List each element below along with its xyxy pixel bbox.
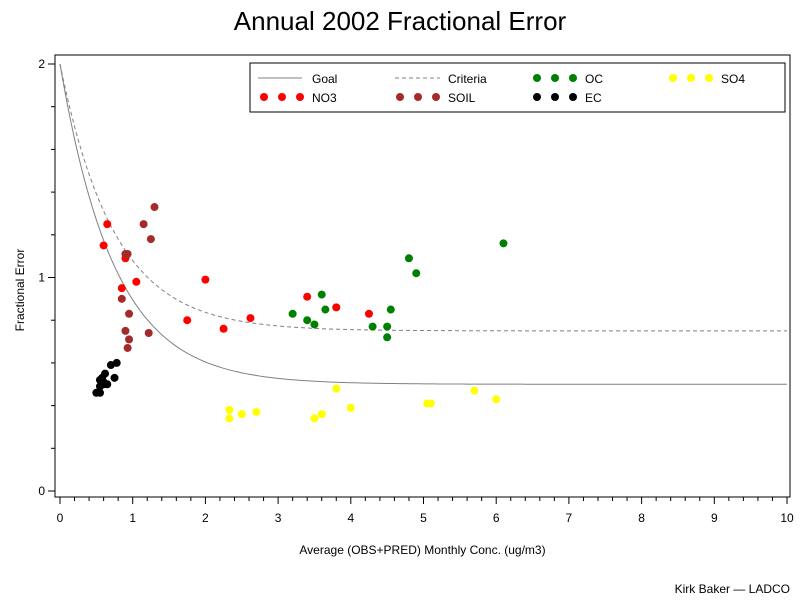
point-no3 [246,314,255,323]
point-no3 [103,220,112,229]
x-tick-label: 10 [780,511,794,525]
point-no3 [132,277,141,286]
legend-swatch-ec [533,93,541,101]
legend-swatch-oc [569,74,577,82]
legend-swatch-oc [533,74,541,82]
legend-swatch-soil [414,93,422,101]
legend-swatch-ec [569,93,577,101]
legend-swatch-so4 [705,74,713,82]
point-oc [288,309,297,318]
point-oc [303,316,312,325]
point-no3 [364,309,373,318]
legend-criteria-label: Criteria [448,72,487,86]
point-no3 [332,303,341,312]
point-soil [123,343,132,352]
point-so4 [332,384,341,393]
point-oc [383,322,392,331]
point-so4 [225,414,234,423]
reference-lines [59,63,787,385]
point-no3 [117,284,126,293]
point-soil [150,203,159,212]
goal-line [59,63,787,385]
point-ec [95,375,104,384]
axis-ticks: 0 1 2 3 4 5 6 7 8 9 10 0 1 2 [38,57,794,525]
point-so4 [225,405,234,414]
point-so4 [346,403,355,412]
legend-goal-label: Goal [312,72,337,86]
point-ec [112,358,121,367]
x-tick-label: 0 [57,511,64,525]
point-ec [95,388,104,397]
point-so4 [470,386,479,395]
legend-label-soil: SOIL [448,91,476,105]
x-tick-label: 4 [347,511,354,525]
legend-swatch-oc [551,74,559,82]
y-tick-label: 1 [38,271,45,285]
legend: Goal Criteria NO3 SOIL OC EC SO4 [249,62,786,113]
point-oc [412,269,421,278]
x-tick-label: 2 [202,511,209,525]
x-tick-label: 1 [129,511,136,525]
point-soil [146,235,155,244]
point-so4 [426,399,435,408]
legend-swatch-so4 [669,74,677,82]
point-soil [125,335,134,344]
y-tick-label: 0 [38,484,45,498]
point-no3 [201,275,210,284]
legend-label-ec: EC [585,91,602,105]
point-no3 [183,316,192,325]
point-oc [310,320,319,329]
legend-swatch-soil [432,93,440,101]
x-axis-label: Average (OBS+PRED) Monthly Conc. (ug/m3) [299,543,546,557]
legend-swatch-no3 [278,93,286,101]
x-tick-label: 3 [275,511,282,525]
point-oc [386,305,395,314]
point-ec [110,373,119,382]
legend-swatch-no3 [296,93,304,101]
legend-swatch-soil [396,93,404,101]
point-oc [321,305,330,314]
point-soil [121,326,130,335]
point-oc [317,290,326,299]
point-soil [117,294,126,303]
point-oc [383,333,392,342]
point-no3 [303,292,312,301]
point-soil [139,220,148,229]
x-tick-label: 6 [493,511,500,525]
point-soil [123,250,132,259]
point-no3 [219,324,228,333]
point-so4 [237,410,246,419]
legend-label-no3: NO3 [312,91,337,105]
legend-swatch-no3 [260,93,268,101]
criteria-line [59,63,787,332]
x-tick-label: 8 [638,511,645,525]
x-tick-label: 9 [711,511,718,525]
point-oc [368,322,377,331]
legend-swatch-ec [551,93,559,101]
point-soil [125,309,134,318]
point-no3 [99,241,108,250]
data-points [92,203,508,423]
point-ec [101,369,110,378]
legend-label-oc: OC [585,72,603,86]
x-tick-label: 7 [566,511,573,525]
point-so4 [310,414,319,423]
point-oc [499,239,508,248]
plot-frame [54,54,791,498]
plot-border [54,54,791,498]
point-so4 [492,395,501,404]
legend-label-so4: SO4 [721,72,745,86]
point-so4 [252,408,261,417]
point-so4 [317,410,326,419]
point-oc [404,254,413,263]
chart-title: Annual 2002 Fractional Error [233,6,567,36]
x-tick-label: 5 [420,511,427,525]
legend-swatch-so4 [687,74,695,82]
y-tick-label: 2 [38,57,45,71]
point-soil [144,329,153,338]
credit-text: Kirk Baker — LADCO [674,582,790,596]
legend-box [249,62,786,113]
